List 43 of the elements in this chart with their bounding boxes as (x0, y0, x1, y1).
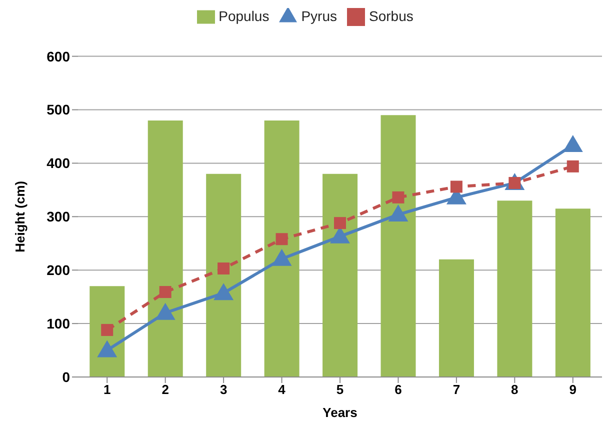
x-tick-label: 4 (278, 382, 286, 398)
point (334, 217, 346, 230)
x-tick-label: 9 (569, 382, 577, 398)
point (388, 204, 408, 222)
point (562, 135, 583, 152)
legend-label: Populus (218, 8, 270, 24)
point (392, 191, 404, 204)
y-tick-label: 0 (62, 368, 70, 385)
point (566, 160, 579, 172)
x-axis-title: Years (322, 405, 358, 420)
point (155, 302, 176, 320)
bar (264, 120, 300, 377)
point (450, 180, 462, 193)
bar (555, 208, 590, 377)
point (214, 283, 234, 300)
point (97, 340, 118, 358)
point (276, 233, 288, 246)
x-tick-label: 7 (452, 382, 460, 398)
bar (206, 174, 242, 377)
y-tick-label: 600 (46, 48, 70, 64)
y-tick-label: 400 (46, 155, 70, 172)
x-tick-label: 6 (394, 382, 402, 398)
point (159, 286, 172, 298)
x-tick-label: 5 (336, 382, 344, 398)
point (101, 324, 114, 336)
x-tick-label: 3 (220, 382, 228, 398)
y-tick-label: 100 (46, 316, 70, 332)
bar (438, 259, 474, 377)
point (218, 262, 230, 274)
point (272, 248, 292, 266)
bar (322, 174, 358, 377)
x-tick-label: 8 (511, 382, 518, 398)
x-tick-label: 1 (103, 382, 111, 398)
x-tick-label: 2 (162, 382, 169, 398)
y-tick-label: 200 (46, 262, 70, 278)
y-tick-label: 500 (46, 102, 70, 118)
bar (497, 200, 532, 377)
y-axis-title: Height (cm) (12, 180, 28, 252)
y-tick-label: 300 (46, 208, 70, 225)
legend-label: Pyrus (301, 8, 338, 24)
bar (148, 120, 183, 377)
bar (380, 115, 416, 377)
legend-label: Sorbus (369, 8, 414, 24)
